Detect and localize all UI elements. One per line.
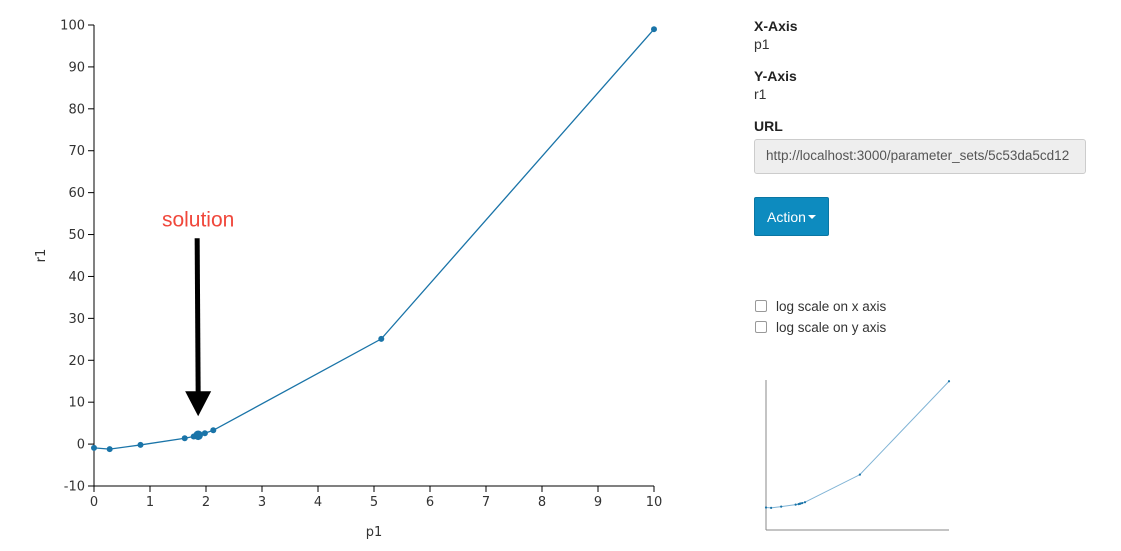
log-x-checkbox[interactable] — [755, 300, 767, 312]
series-line — [93, 28, 655, 450]
y-tick-label: 90 — [68, 60, 85, 75]
thumb-data-point — [947, 380, 951, 383]
log-x-option[interactable]: log scale on x axis — [754, 296, 886, 316]
y-tick-label: 30 — [68, 312, 85, 327]
data-point — [651, 26, 657, 33]
y-tick-label: 100 — [60, 19, 85, 34]
y-axis-value: r1 — [754, 86, 767, 102]
x-tick-label: 7 — [482, 495, 490, 510]
log-y-checkbox[interactable] — [755, 321, 767, 333]
thumb-data-point — [803, 501, 807, 504]
y-tick-label: 70 — [68, 144, 85, 159]
annotation-arrow-head — [185, 391, 212, 417]
y-axis-title: r1 — [34, 249, 49, 263]
log-x-label: log scale on x axis — [776, 298, 887, 314]
y-tick-label: 40 — [68, 270, 85, 285]
x-tick-label: 9 — [594, 495, 602, 510]
url-heading: URL — [754, 118, 783, 134]
data-point — [378, 335, 385, 342]
main-chart: -10 0 10 20 30 40 50 60 70 80 90 100 0 1 2 3 4 5 6 7 8 9 10 p1 r… — [34, 19, 663, 541]
solution-point — [193, 430, 203, 441]
y-tick-label: 20 — [68, 354, 85, 369]
data-point — [181, 435, 188, 442]
x-tick-label: 0 — [90, 495, 98, 510]
data-point — [201, 430, 208, 437]
x-tick-label: 1 — [146, 495, 154, 510]
y-tick-label: 80 — [68, 102, 85, 117]
log-y-label: log scale on y axis — [776, 319, 887, 335]
x-tick-label: 8 — [538, 495, 546, 510]
data-point — [210, 427, 217, 434]
x-tick-label: 3 — [258, 495, 266, 510]
x-tick-label: 10 — [646, 495, 663, 510]
thumb-series-line — [765, 380, 950, 509]
x-tick-label: 2 — [202, 495, 210, 510]
x-tick-label: 4 — [314, 495, 322, 510]
x-axis-title: p1 — [366, 525, 383, 540]
thumbnail-chart[interactable] — [750, 370, 960, 540]
y-tick-label: 50 — [68, 228, 85, 243]
x-tick-label: 6 — [426, 495, 434, 510]
y-axis-heading: Y-Axis — [754, 68, 797, 84]
thumb-data-point — [764, 506, 768, 509]
log-y-option[interactable]: log scale on y axis — [754, 317, 886, 337]
thumb-data-point — [794, 503, 797, 506]
caret-down-icon — [807, 214, 816, 219]
y-tick-label: 60 — [68, 186, 85, 201]
data-point — [137, 441, 144, 448]
x-axis-value: p1 — [754, 36, 770, 52]
action-button[interactable]: Action — [754, 197, 829, 236]
x-tick-label: 5 — [370, 495, 378, 510]
x-axis-heading: X-Axis — [754, 18, 798, 34]
data-point — [91, 444, 97, 451]
thumb-data-point — [858, 473, 861, 476]
thumb-data-point — [799, 502, 802, 505]
url-field[interactable]: http://localhost:3000/parameter_sets/5c5… — [754, 139, 1086, 174]
annotation-arrow-shaft — [194, 238, 201, 394]
data-point — [106, 446, 113, 453]
info-panel: X-Axis p1 Y-Axis r1 URL http://localhost… — [754, 17, 1094, 174]
thumb-data-point — [770, 506, 773, 509]
thumb-data-point — [780, 505, 783, 508]
y-tick-label: -10 — [64, 480, 85, 495]
y-tick-label: 10 — [68, 396, 85, 411]
solution-annotation: solution — [162, 208, 234, 231]
y-tick-label: 0 — [77, 438, 85, 453]
action-button-label: Action — [767, 208, 806, 225]
thumb-data-point — [801, 501, 804, 505]
